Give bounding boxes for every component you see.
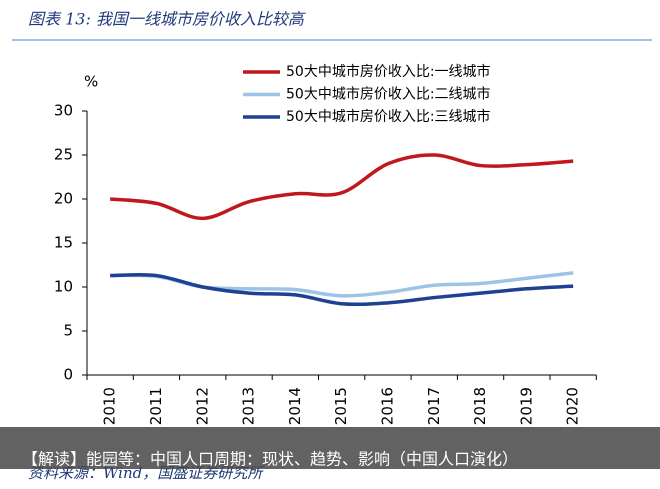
x-tick-label: 2010 (101, 387, 119, 425)
x-tick-label: 2018 (471, 387, 489, 425)
y-tick-label: 30 (54, 102, 73, 120)
y-tick-label: 20 (54, 190, 73, 208)
legend-label: 50大中城市房价收入比:二线城市 (286, 86, 491, 103)
x-tick-label: 2011 (147, 387, 165, 425)
legend-label: 50大中城市房价收入比:一线城市 (286, 63, 491, 80)
title-rule (12, 39, 652, 41)
y-axis-label: % (84, 73, 98, 91)
series-line (109, 153, 574, 221)
banner-text: 【解读】能园等：中国人口周期：现状、趋势、影响（中国人口演化） (22, 450, 518, 469)
x-tick-label: 2016 (378, 387, 396, 425)
x-tick-label: 2014 (286, 387, 304, 425)
x-tick-label: 2020 (564, 387, 582, 425)
x-tick-label: 2013 (240, 387, 258, 425)
x-tick-label: 2019 (517, 387, 535, 425)
y-tick-label: 5 (63, 322, 73, 340)
y-tick-label: 15 (54, 234, 73, 252)
chart-title: 图表 13: 我国一线城市房价收入比较高 (28, 10, 306, 29)
x-tick-label: 2015 (332, 387, 350, 425)
plot: 0 5 10 15 20 25 30 2010 2011 2012 2013 2014 2015 2016… (54, 63, 597, 425)
banner-bg (0, 427, 660, 469)
y-tick-label: 10 (54, 278, 73, 296)
y-tick-label: 25 (54, 146, 73, 164)
legend-label: 50大中城市房价收入比:三线城市 (286, 108, 491, 125)
series-line (110, 272, 574, 307)
x-tick-label: 2012 (193, 387, 211, 425)
y-tick-label: 0 (63, 366, 73, 384)
x-tick-label: 2017 (425, 387, 443, 425)
